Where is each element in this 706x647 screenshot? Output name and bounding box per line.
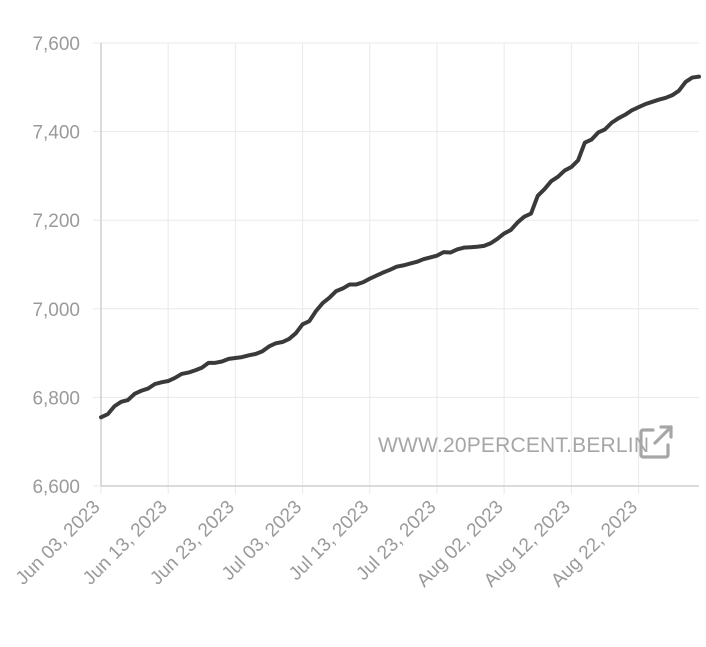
series-line[interactable] <box>99 74 701 420</box>
y-tick-label: 7,600 <box>32 34 80 55</box>
series-layer <box>99 74 701 420</box>
y-tick-label: 7,000 <box>32 300 80 321</box>
watermark-text[interactable]: WWW.20PERCENT.BERLIN <box>378 434 649 457</box>
y-tick-label: 7,400 <box>32 123 80 144</box>
y-tick-label: 6,600 <box>32 477 80 498</box>
y-tick-label: 7,200 <box>32 211 80 232</box>
watermark[interactable]: WWW.20PERCENT.BERLIN <box>378 425 673 459</box>
y-tick-label: 6,800 <box>32 388 80 409</box>
external-link-icon[interactable] <box>639 425 673 459</box>
